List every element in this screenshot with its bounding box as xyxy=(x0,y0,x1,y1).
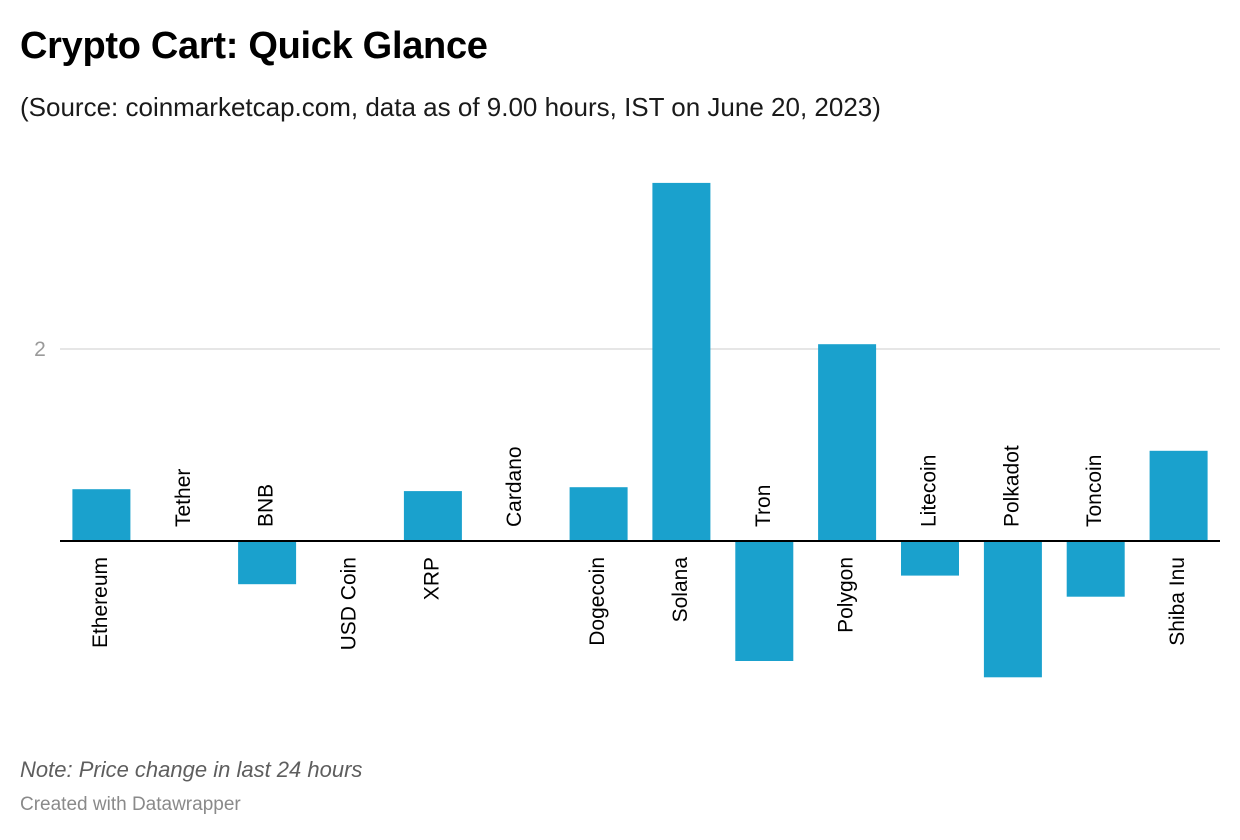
category-label: Litecoin xyxy=(918,455,941,527)
category-label: USD Coin xyxy=(338,557,361,650)
bar[interactable] xyxy=(1066,541,1125,597)
category-label: Tether xyxy=(172,469,195,527)
category-label: Tron xyxy=(752,485,775,527)
chart-subtitle: (Source: coinmarketcap.com, data as of 9… xyxy=(20,92,881,122)
bar[interactable] xyxy=(238,541,297,585)
y-tick-label: 2 xyxy=(34,338,46,361)
bar[interactable] xyxy=(403,491,462,541)
bar[interactable] xyxy=(901,541,959,576)
bars xyxy=(72,182,1208,678)
bar[interactable] xyxy=(818,344,877,541)
bar[interactable] xyxy=(569,487,628,541)
bar-chart: 2 Ethereum Tether BNB USD Coin XRP Cardano Dog… xyxy=(34,182,1220,678)
category-label: XRP xyxy=(420,557,443,600)
bar[interactable] xyxy=(72,489,131,541)
chart-title: Crypto Cart: Quick Glance xyxy=(20,25,488,67)
credit-link[interactable]: Created with Datawrapper xyxy=(20,794,241,815)
y-axis-ticks: 2 xyxy=(34,338,46,361)
category-label: Dogecoin xyxy=(586,557,609,646)
category-label: Polygon xyxy=(835,557,858,633)
bar[interactable] xyxy=(735,541,794,661)
bar[interactable] xyxy=(1149,450,1208,541)
category-label: Cardano xyxy=(503,446,526,527)
category-label: Polkadot xyxy=(1000,445,1023,527)
category-labels: Ethereum Tether BNB USD Coin XRP Cardano Dogec… xyxy=(89,445,1189,650)
footnote: Note: Price change in last 24 hours xyxy=(20,757,363,782)
category-label: Shiba Inu xyxy=(1166,557,1189,646)
bar[interactable] xyxy=(652,182,711,541)
category-label: Solana xyxy=(669,557,692,623)
bar[interactable] xyxy=(983,541,1042,678)
category-label: Toncoin xyxy=(1083,455,1106,527)
category-label: Ethereum xyxy=(89,557,112,648)
category-label: BNB xyxy=(255,484,278,527)
